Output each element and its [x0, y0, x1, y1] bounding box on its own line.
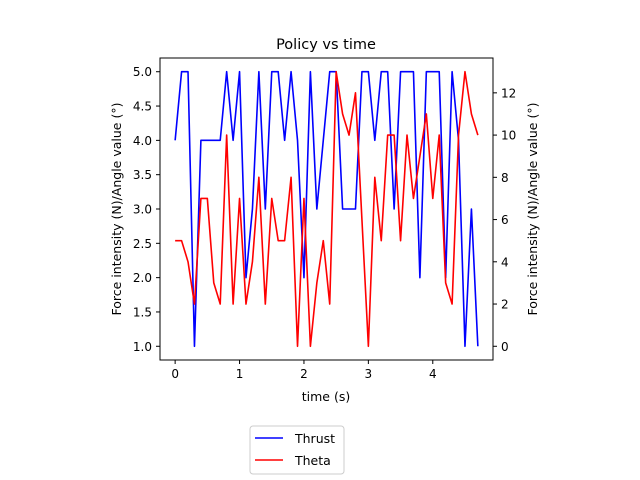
x-axis-ticks: 0 1 2 3 4 — [171, 360, 437, 381]
legend-label-thrust: Thrust — [294, 431, 335, 446]
x-tick-label: 2 — [300, 367, 308, 381]
y-axis-right-label: Force intensity (N)/Angle value (°) — [525, 103, 540, 316]
y-left-tick-label: 5.0 — [133, 65, 152, 79]
y-right-tick-label: 6 — [501, 213, 509, 227]
legend: Thrust Theta — [249, 425, 345, 475]
series-line-theta — [175, 70, 479, 348]
y-right-tick-label: 2 — [501, 298, 509, 312]
y-left-tick-label: 2.0 — [133, 271, 152, 285]
legend-label-theta: Theta — [294, 453, 331, 468]
chart-title: Policy vs time — [276, 37, 376, 53]
x-tick-label: 0 — [171, 367, 179, 381]
y-left-tick-label: 4.0 — [133, 134, 152, 148]
y-right-tick-label: 12 — [501, 86, 516, 100]
y-right-tick-label: 4 — [501, 255, 509, 269]
y-right-tick-label: 8 — [501, 171, 509, 185]
y-right-tick-label: 10 — [501, 129, 516, 143]
y-left-tick-label: 3.5 — [133, 168, 152, 182]
x-tick-label: 1 — [236, 367, 244, 381]
y-axis-right-ticks: 0 2 4 6 8 10 12 — [493, 86, 516, 354]
y-right-tick-label: 0 — [501, 340, 509, 354]
y-left-tick-label: 3.0 — [133, 203, 152, 217]
y-left-tick-label: 1.0 — [133, 340, 152, 354]
y-left-tick-label: 4.5 — [133, 100, 152, 114]
plot-lines — [174, 70, 479, 348]
y-left-tick-label: 2.5 — [133, 237, 152, 251]
y-left-tick-label: 1.5 — [133, 305, 152, 319]
y-axis-left-label: Force intensity (N)/Angle value (°) — [109, 103, 124, 316]
y-axis-left-ticks: 1.0 1.5 2.0 2.5 3.0 3.5 4.0 4.5 5.0 — [133, 65, 160, 354]
x-tick-label: 4 — [429, 367, 437, 381]
x-axis-label: time (s) — [302, 389, 350, 404]
series-line-thrust — [174, 70, 479, 348]
x-tick-label: 3 — [365, 367, 373, 381]
